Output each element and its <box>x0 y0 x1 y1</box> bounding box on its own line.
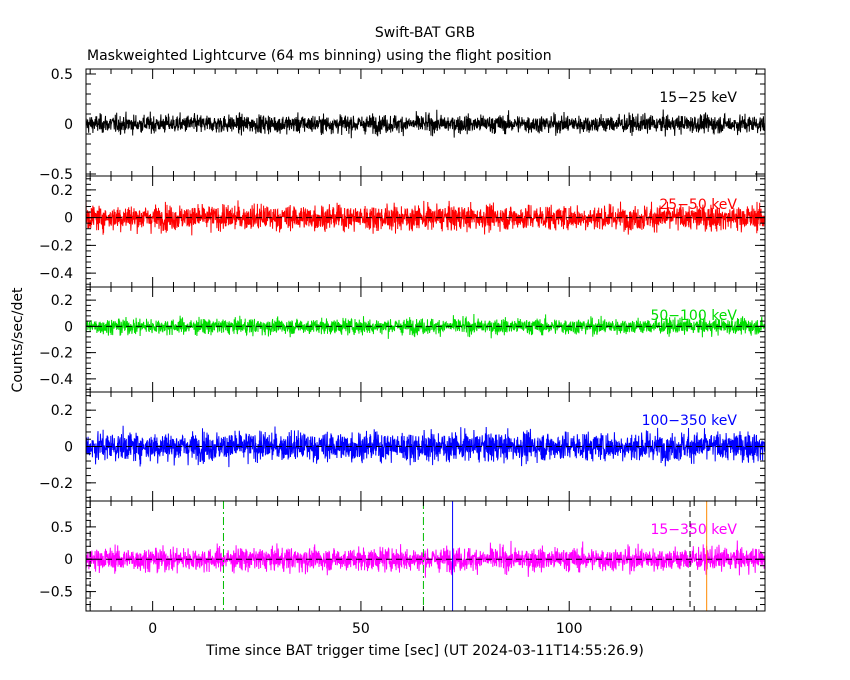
band-label: 100−350 keV <box>642 413 738 429</box>
lightcurve-line <box>85 313 766 339</box>
panel-frame <box>85 500 766 612</box>
x-axis-label: Time since BAT trigger time [sec] (UT 20… <box>205 643 644 659</box>
panels-group: −0.500.515−25 keV−0.4−0.200.225−50 keV−0… <box>39 67 766 637</box>
y-tick-label: 0 <box>64 211 73 227</box>
y-tick-label: −0.2 <box>39 238 73 254</box>
panel-frame <box>85 286 766 393</box>
panel-50-100-kev: −0.4 −0.2 0 0.2 50−100 keV <box>39 286 766 393</box>
y-tick-label: 0.2 <box>51 183 73 199</box>
y-tick-label: 0.5 <box>51 67 73 83</box>
y-tick-label: 0 <box>64 319 73 335</box>
y-tick-label: −0.5 <box>39 585 73 601</box>
panel-15-350-kev: −0.5 0 0.5 15−350 keV <box>39 500 766 612</box>
panel-15-25-kev: −0.5 0 0.5 15−25 keV <box>39 67 766 183</box>
y-tick-label: 0.2 <box>51 403 73 419</box>
lightcurve-line <box>85 199 766 236</box>
y-axis-label: Counts/sec/det <box>10 287 26 392</box>
y-tick-label: −0.4 <box>39 372 73 388</box>
y-tick-label: 0.2 <box>51 293 73 309</box>
chart-subtitle: Maskweighted Lightcurve (64 ms binning) … <box>87 48 552 64</box>
y-tick-label: 0 <box>64 440 73 456</box>
y-tick-label: 0 <box>64 552 73 568</box>
y-tick-label: 0.5 <box>51 520 73 536</box>
y-tick-label: −0.2 <box>39 346 73 362</box>
y-tick-label: −0.2 <box>39 476 73 492</box>
lightcurve-line <box>85 109 766 139</box>
y-tick-label: −0.4 <box>39 266 73 282</box>
chart-title: Swift-BAT GRB <box>375 25 475 41</box>
panel-frame <box>85 175 766 288</box>
x-tick-label: 100 <box>556 621 583 637</box>
panel-100-350-kev: −0.2 0 0.2 100−350 keV <box>39 391 766 502</box>
band-label: 25−50 keV <box>659 197 737 213</box>
x-tick-label: 50 <box>352 621 370 637</box>
y-tick-label: 0 <box>64 117 73 133</box>
band-label: 15−25 keV <box>659 90 737 106</box>
band-label: 50−100 keV <box>650 308 737 324</box>
x-tick-label: 0 <box>148 621 157 637</box>
y-tick-label: −0.5 <box>39 167 73 183</box>
panel-25-50-kev: −0.4 −0.2 0 0.2 25−50 keV <box>39 175 766 288</box>
band-label: 15−350 keV <box>650 522 737 538</box>
